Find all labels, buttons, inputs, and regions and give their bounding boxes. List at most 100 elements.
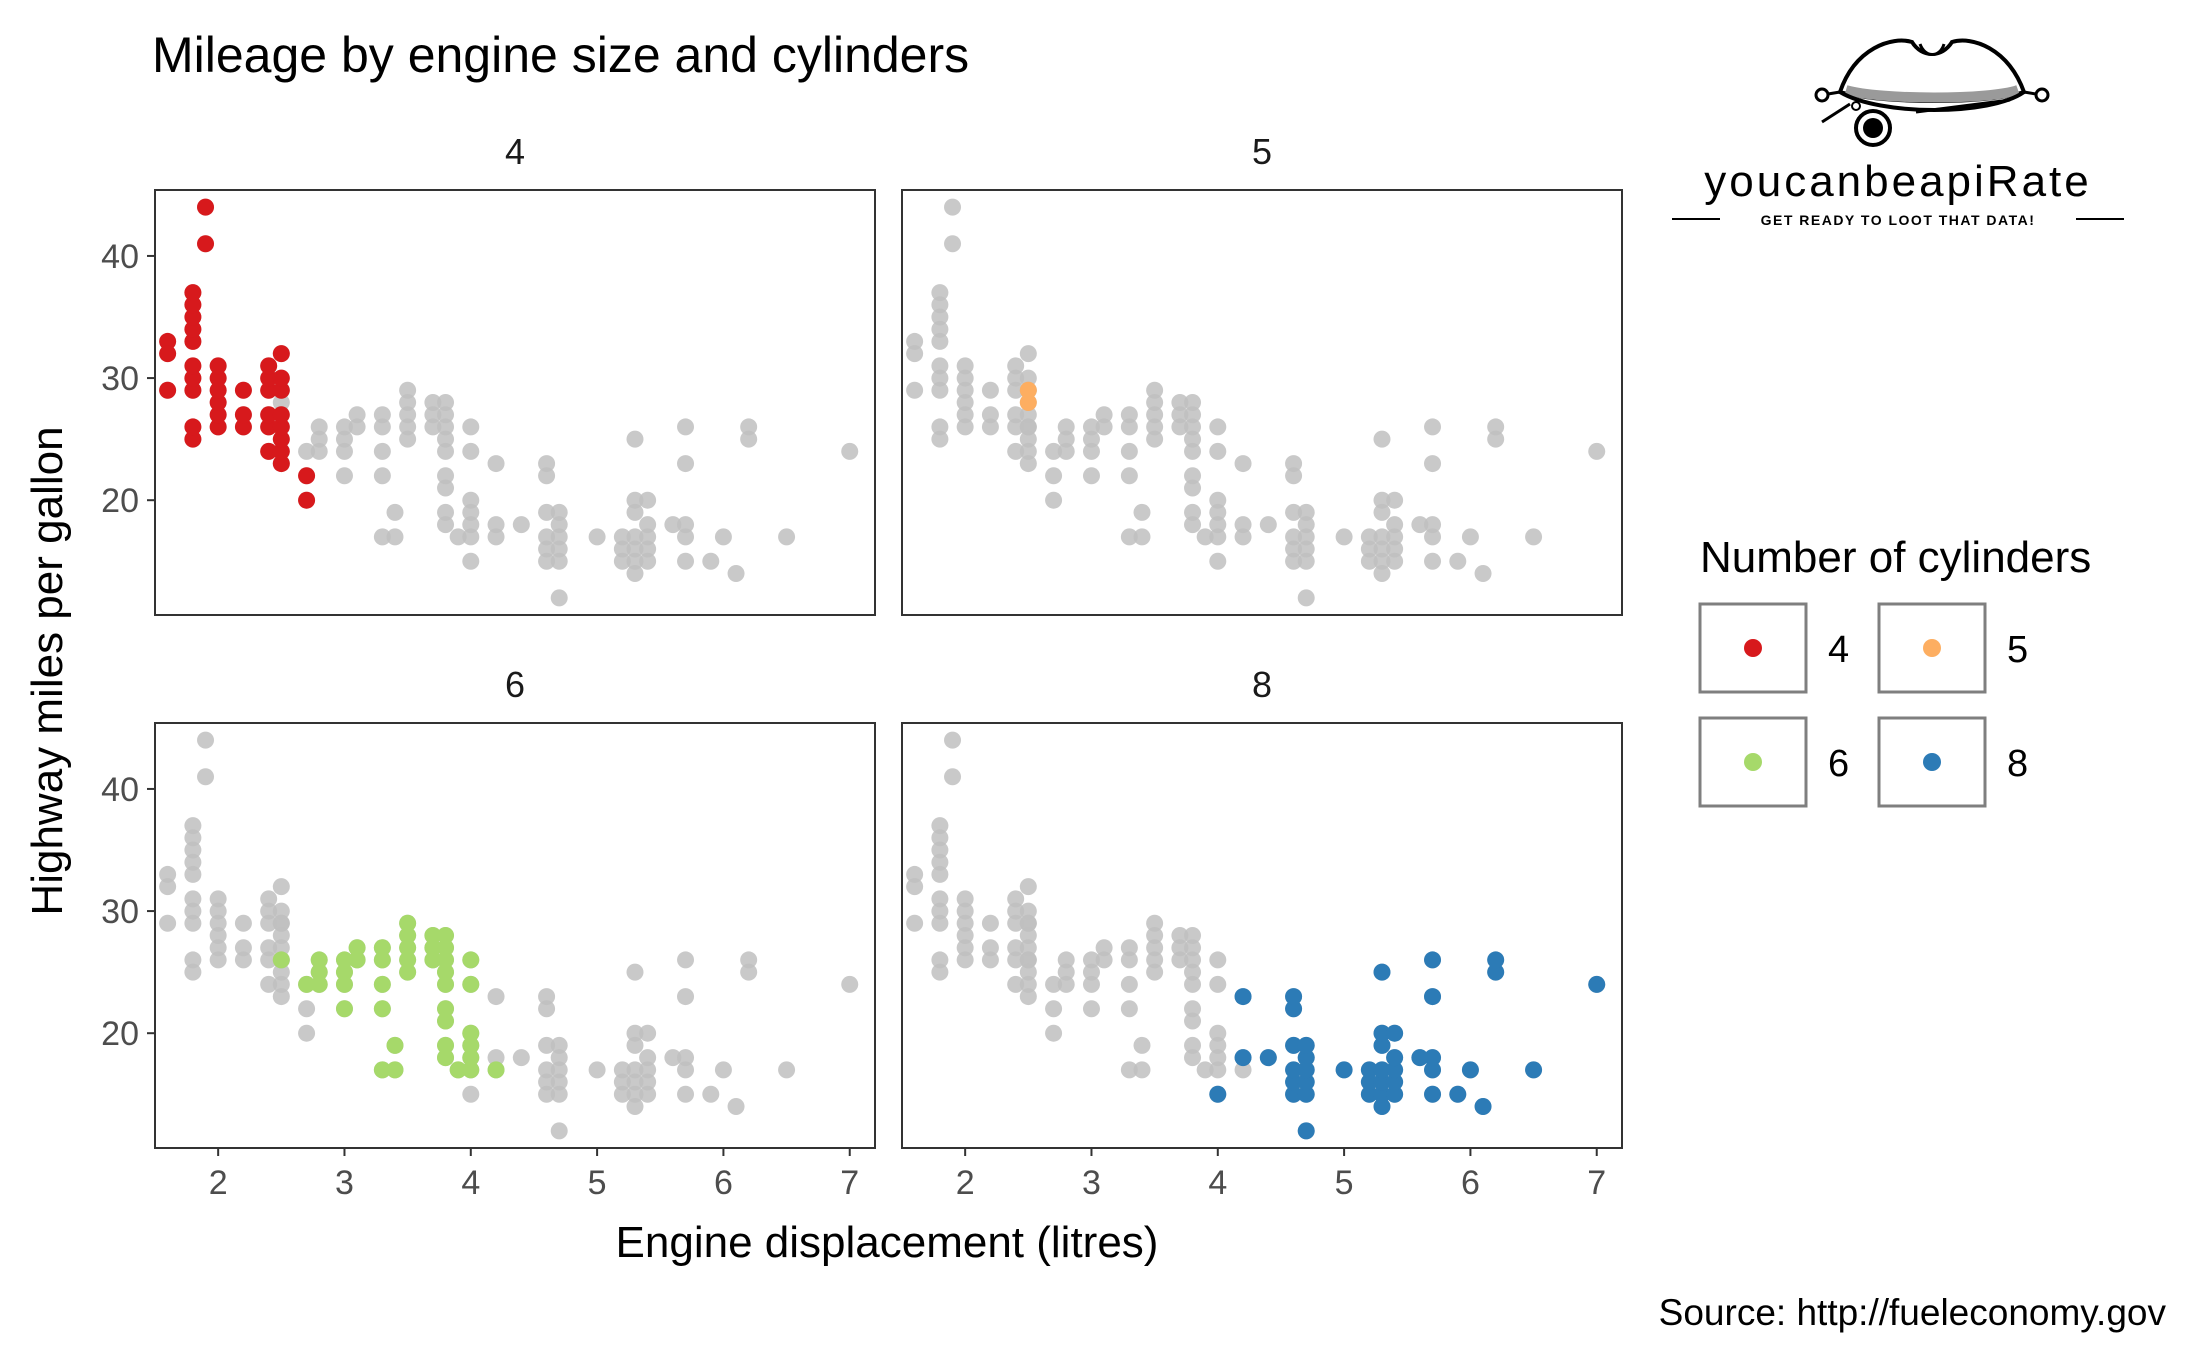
background-point — [1184, 430, 1202, 448]
background-point — [1209, 1049, 1227, 1067]
data-point — [272, 418, 290, 436]
background-point — [1209, 1024, 1227, 1042]
background-point — [1234, 516, 1252, 534]
background-point — [335, 418, 353, 436]
data-point — [373, 951, 391, 969]
background-point — [1297, 516, 1315, 534]
background-point — [1234, 455, 1252, 473]
background-point — [639, 1073, 657, 1091]
background-point — [931, 357, 949, 375]
facet-strip-label: 8 — [1252, 664, 1272, 705]
background-point — [1184, 503, 1202, 521]
background-point — [1184, 963, 1202, 981]
data-point — [272, 455, 290, 473]
background-point — [487, 528, 505, 546]
background-point — [1120, 975, 1138, 993]
background-point — [437, 503, 455, 521]
data-point — [1373, 1061, 1391, 1079]
background-point — [1007, 442, 1025, 460]
logo-wordmark: youcanbeapiRate — [1704, 157, 2091, 206]
background-point — [462, 552, 480, 570]
background-point — [184, 841, 202, 859]
background-point — [981, 951, 999, 969]
background-point — [1285, 540, 1303, 558]
data-point — [1297, 1036, 1315, 1054]
brand-logo: youcanbeapiRate GET READY TO LOOT THAT D… — [1672, 38, 2124, 228]
background-point — [906, 914, 924, 932]
background-point — [1171, 927, 1189, 944]
background-point — [740, 418, 758, 436]
x-tick-label: 6 — [1461, 1164, 1480, 1202]
background-point — [1120, 418, 1138, 436]
background-point — [1184, 951, 1202, 969]
background-point — [159, 865, 177, 883]
x-tick-label: 4 — [461, 1164, 480, 1202]
background-point — [386, 528, 404, 546]
background-point — [462, 491, 480, 509]
background-point — [1082, 467, 1100, 485]
background-point — [1209, 1036, 1227, 1054]
background-point — [1373, 552, 1391, 570]
background-point — [1373, 564, 1391, 582]
background-point — [740, 963, 758, 981]
background-point — [1045, 1024, 1063, 1042]
data-point — [1411, 1049, 1429, 1067]
background-point — [981, 914, 999, 932]
background-point — [1461, 528, 1479, 546]
data-point — [310, 963, 328, 981]
data-point — [1360, 1061, 1378, 1079]
data-point — [1285, 1036, 1303, 1054]
background-point — [348, 406, 366, 424]
background-point — [1285, 528, 1303, 546]
background-point — [1007, 914, 1025, 932]
background-point — [727, 1097, 745, 1115]
background-point — [373, 406, 391, 424]
background-point — [1120, 1000, 1138, 1018]
background-point — [1373, 430, 1391, 448]
data-point — [1019, 394, 1037, 411]
background-point — [512, 1049, 530, 1067]
background-point — [1184, 1012, 1202, 1030]
background-point — [639, 552, 657, 570]
background-point — [727, 564, 745, 582]
background-point — [272, 878, 290, 896]
legend-swatch — [1744, 753, 1762, 771]
data-point — [1424, 1085, 1442, 1103]
background-point — [1373, 528, 1391, 546]
background-point — [272, 394, 290, 411]
x-tick-label: 7 — [1587, 1164, 1606, 1202]
y-tick-label: 30 — [101, 360, 139, 398]
background-point — [184, 853, 202, 871]
background-point — [1133, 1036, 1151, 1054]
background-point — [677, 516, 695, 534]
background-point — [538, 503, 556, 521]
background-point — [1007, 381, 1025, 399]
data-point — [1285, 1073, 1303, 1091]
background-point — [437, 430, 455, 448]
background-point — [550, 1122, 568, 1140]
background-point — [234, 939, 252, 957]
data-point — [1209, 1085, 1227, 1103]
background-point — [1209, 552, 1227, 570]
data-point — [1386, 1024, 1404, 1042]
background-point — [626, 528, 644, 546]
background-point — [1424, 552, 1442, 570]
data-point — [1373, 1024, 1391, 1042]
background-point — [1297, 589, 1315, 607]
background-point — [626, 963, 644, 981]
background-point — [1146, 394, 1164, 411]
background-point — [424, 394, 442, 411]
background-point — [981, 381, 999, 399]
background-point — [626, 1061, 644, 1079]
background-point — [1184, 442, 1202, 460]
background-point — [1146, 381, 1164, 399]
data-point — [462, 951, 480, 969]
background-point — [1146, 963, 1164, 981]
data-point — [424, 927, 442, 944]
data-point — [1424, 988, 1442, 1006]
legend-item-6: 6 — [1698, 716, 1849, 808]
background-point — [487, 455, 505, 473]
background-point — [677, 552, 695, 570]
data-point — [209, 369, 227, 387]
background-point — [1184, 927, 1202, 944]
